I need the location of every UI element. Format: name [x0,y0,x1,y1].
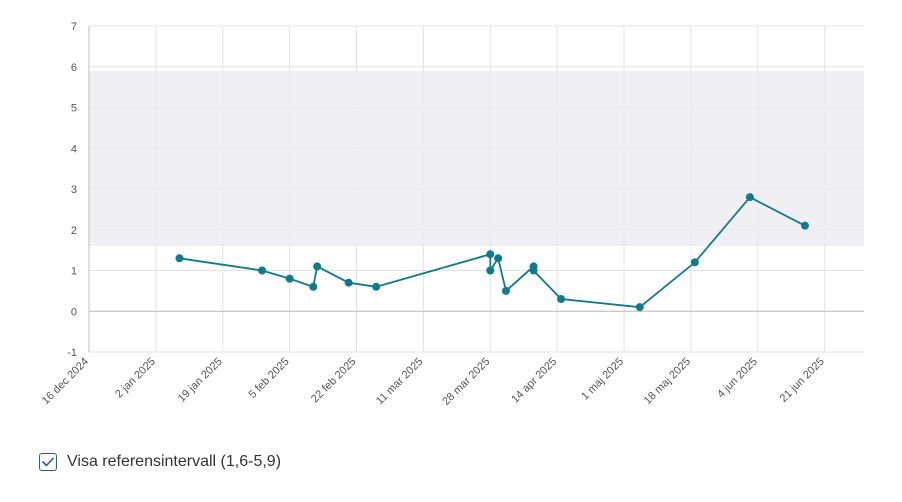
x-tick-label: 16 dec 2024 [40,356,91,407]
data-point[interactable] [800,221,809,230]
reference-interval-band [89,70,864,247]
x-tick-label: 22 feb 2025 [309,356,359,406]
x-tick-label: 1 maj 2025 [579,356,626,403]
reference-interval-label: Visa referensintervall (1,6-5,9) [67,453,282,470]
x-tick-label: 28 mar 2025 [440,356,492,408]
x-tick-label: 19 jan 2025 [176,356,225,405]
axes [88,26,864,353]
data-point[interactable] [745,193,754,202]
data-point[interactable] [313,262,322,271]
x-axis-ticks: 16 dec 2024 2 jan 2025 19 jan 2025 5 feb 20… [40,356,827,408]
y-tick-label: 1 [71,266,77,278]
y-tick-label: 4 [71,143,77,155]
x-tick-label: 18 maj 2025 [642,356,693,407]
x-tick-label: 4 jun 2025 [715,356,760,401]
series-line [179,196,806,309]
y-axis-ticks: -1 0 1 2 3 4 5 6 7 [67,21,77,359]
data-points [175,193,809,312]
data-point[interactable] [175,254,184,263]
y-tick-label: 6 [71,62,77,74]
data-point[interactable] [494,254,503,263]
reference-interval-checkbox[interactable] [39,453,57,471]
data-point[interactable] [557,295,566,304]
x-tick-label: 5 feb 2025 [247,356,292,401]
data-point[interactable] [502,286,511,295]
data-point[interactable] [486,266,495,275]
y-tick-label: 0 [71,306,77,318]
data-point[interactable] [529,266,538,275]
x-tick-label: 11 mar 2025 [374,356,426,408]
data-point[interactable] [486,250,495,259]
line-chart: -1 0 1 2 3 4 5 6 7 16 dec 2024 2 jan 2025 19 jan 2… [40,21,864,408]
reference-interval-toggle[interactable]: Visa referensintervall (1,6-5,9) [39,453,281,471]
data-point[interactable] [635,303,644,312]
x-tick-label: 21 jun 2025 [778,356,827,405]
data-point[interactable] [690,258,699,267]
data-point[interactable] [309,282,318,291]
data-point[interactable] [285,274,294,283]
x-tick-label: 14 apr 2025 [509,356,559,406]
y-tick-label: -1 [67,347,77,359]
y-tick-label: 5 [71,103,77,115]
data-point[interactable] [372,282,381,291]
x-tick-label: 2 jan 2025 [113,356,158,401]
check-icon [42,457,54,467]
y-tick-label: 2 [71,225,77,237]
y-tick-label: 7 [71,21,77,33]
data-point[interactable] [344,278,353,287]
y-tick-label: 3 [71,184,77,196]
data-point[interactable] [258,266,267,275]
